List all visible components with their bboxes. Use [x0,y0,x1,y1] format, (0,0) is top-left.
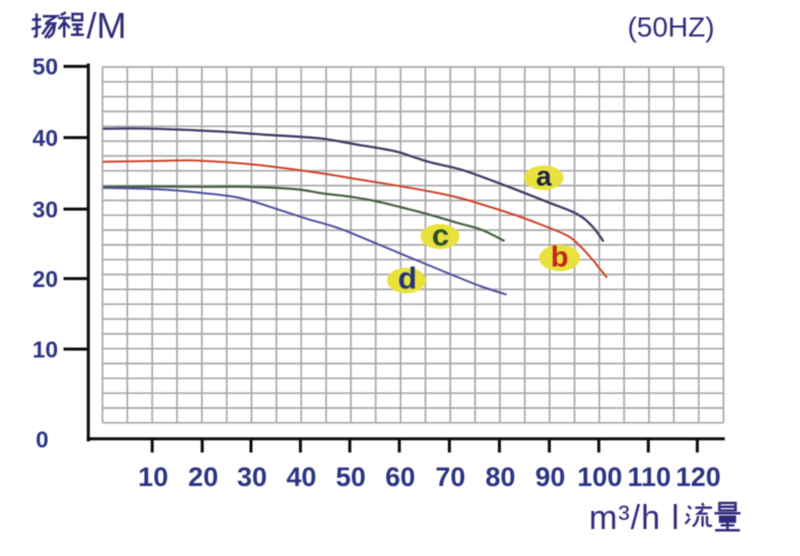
svg-text:120: 120 [676,462,721,492]
svg-text:60: 60 [385,462,415,492]
svg-text:90: 90 [535,462,565,492]
svg-text:d: d [398,261,417,296]
svg-text:30: 30 [237,462,267,492]
svg-text:c: c [432,218,449,253]
svg-text:40: 40 [32,125,58,151]
svg-text:20: 20 [188,462,218,492]
svg-text:10: 10 [138,462,168,492]
svg-text:/M: /M [87,5,127,46]
svg-text:70: 70 [435,462,465,492]
svg-text:20: 20 [32,266,58,292]
svg-text:50: 50 [32,54,58,80]
svg-text:110: 110 [628,462,672,492]
svg-text:100: 100 [577,462,622,492]
svg-text:a: a [536,160,552,191]
svg-text:40: 40 [286,462,316,492]
svg-text:0: 0 [36,426,49,452]
svg-text:b: b [551,241,569,273]
svg-text:m³/h l: m³/h l [589,499,680,537]
svg-text:30: 30 [32,196,58,222]
svg-text:80: 80 [485,462,515,492]
svg-text:(50HZ): (50HZ) [627,12,714,43]
svg-text:50: 50 [336,462,366,492]
svg-text:10: 10 [32,336,58,362]
